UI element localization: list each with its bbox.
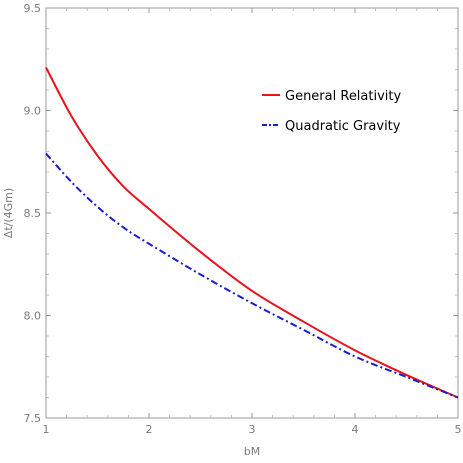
plot-frame	[45, 7, 459, 419]
legend-box	[248, 73, 422, 145]
y-tick-label: 9.5	[24, 2, 42, 15]
legend-label-quadratic-gravity: Quadratic Gravity	[285, 119, 401, 134]
series-line-general-relativity	[45, 66, 459, 399]
x-tick-label: 2	[146, 423, 153, 436]
series-line-quadratic-gravity	[45, 152, 459, 399]
x-tick-label: 4	[352, 423, 359, 436]
y-tick-label: 7.5	[24, 412, 42, 425]
x-tick-label: 1	[43, 423, 50, 436]
x-axis-label: bM	[244, 445, 260, 458]
y-tick-label: 8.5	[24, 207, 42, 220]
legend-label-general-relativity: General Relativity	[285, 89, 402, 104]
y-axis-label: Δt/(4Gm)	[2, 188, 15, 238]
y-tick-label: 8.0	[24, 310, 42, 323]
x-tick-label: 3	[249, 423, 256, 436]
x-tick-label: 5	[455, 423, 462, 436]
y-tick-label: 9.0	[24, 105, 42, 118]
